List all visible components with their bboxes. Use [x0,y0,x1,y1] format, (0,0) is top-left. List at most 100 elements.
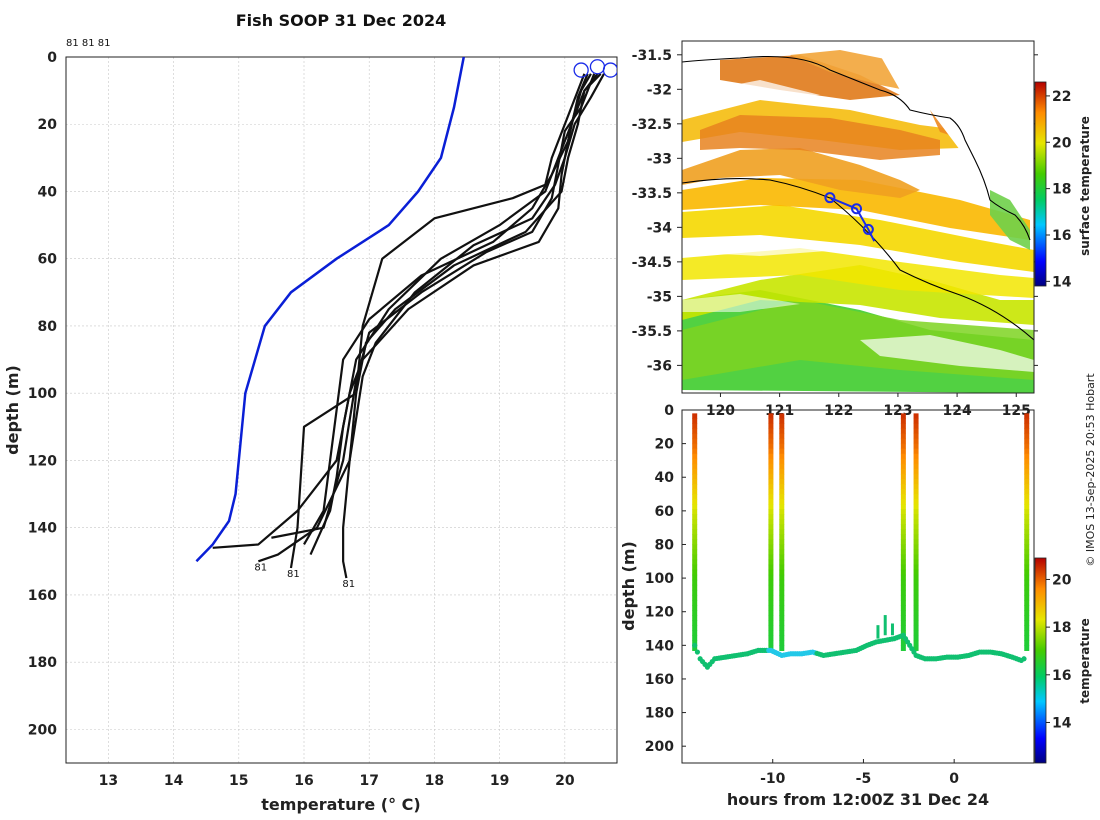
section-cast-segment [692,579,698,586]
section-cast-segment [900,428,906,435]
section-y-ticks: 0 20 40 60 80 100 120 140 160 180 200 [645,403,686,755]
section-y-tick-label: 140 [645,638,674,654]
section-cast-segment [913,539,919,546]
map-lat-tick-label: -31.5 [632,48,672,64]
section-cast-segment [900,499,906,505]
section-bottom-point [694,649,701,655]
section-cast-segment [1024,489,1030,495]
section-cast-segment [768,438,774,445]
profiles-y-tick-label: 80 [38,319,58,335]
section-cast-segment [1024,574,1030,581]
section-cast-segment [1024,625,1030,631]
section-cast-segment [692,584,698,591]
section-cast-segment [1024,544,1030,551]
section-cast-segment [900,549,906,556]
sst-field [682,45,1034,393]
profile-top-marker [589,59,606,75]
section-cast-segment [913,610,919,616]
section-cast-segment [779,519,785,525]
section-cast-segment [913,574,919,581]
section-cast-segment [913,453,919,460]
section-cast-segment [913,594,919,601]
profiles-y-tick-label: 100 [28,386,57,402]
section-cast-segment [913,418,919,425]
section-cast-segment [768,594,774,601]
section-casts [692,413,1030,651]
section-cast-segment [768,504,774,510]
map-lat-tick-label: -34 [647,220,673,236]
section-cast-segment [913,499,919,505]
section-cast-segment [1024,418,1030,425]
profiles-x-tick-label: 17 [359,773,378,789]
section-cast-segment [779,433,785,440]
section-cast-segment [768,458,774,465]
map-lon-ticks: 120 121 122 123 124 125 [706,393,1031,419]
section-cast-segment [768,519,774,525]
section-cast-segment [768,494,774,500]
section-cast-segment [768,569,774,576]
section-cast-segment [913,564,919,571]
section-cast-segment [900,604,906,611]
section-y-tick-label: 200 [645,739,674,755]
section-cast-segment [913,428,919,435]
section-cast-segment [900,544,906,551]
section-cast-segment [1024,569,1030,576]
map-colorbar-tick-label: 22 [1052,89,1071,105]
section-cast-segment [913,630,919,636]
section-colorbar-label: temperature [1078,618,1092,703]
ship-track [829,196,876,242]
section-cast-segment [692,529,698,535]
profiles-y-ticks: 0 20 40 60 80 100 120 140 160 180 200 [28,50,57,738]
ship-track-point [862,223,874,235]
section-cast-segment [913,615,919,621]
ship-track-point [851,203,863,215]
section-cast-segment [1024,610,1030,616]
section-bottom-point [692,642,698,648]
section-cast-segment [779,620,785,626]
section-cast-segment [1024,443,1030,450]
section-cast-segment [779,625,785,631]
section-cast-segment [692,544,698,551]
section-cast-segment [768,599,774,606]
section-cast-segment [692,413,698,420]
section-y-tick-label: 40 [655,470,675,486]
section-cast-segment [768,574,774,581]
section-cast-segment [913,468,919,475]
section-x-tick-label: -5 [856,771,872,787]
section-cast-segment [768,604,774,611]
section-cast-segment [768,418,774,425]
section-cast-segment [692,559,698,566]
section-cast-segment [692,594,698,601]
section-cast-segment [900,534,906,541]
section-cast-segment [913,423,919,430]
section-cast-segment [900,519,906,525]
section-cast-segment [1024,584,1030,591]
profiles-x-tick-label: 19 [490,773,509,789]
section-cast-segment [768,509,774,515]
section-cast-segment [768,443,774,450]
section-cast-segment [779,645,785,651]
section-cast-segment [900,584,906,591]
section-cast-segment [900,478,906,485]
section-cast-segment [900,610,906,616]
section-cast-segment [913,645,919,651]
profile-line [303,73,589,546]
section-cast-segment [768,468,774,475]
map-colorbar [1034,81,1047,287]
section-cast-segment [779,428,785,435]
section-cast-segment [913,559,919,566]
section-cast-segment [692,494,698,500]
section-cast-segment [1024,554,1030,561]
section-cast-segment [913,494,919,500]
section-cast-segment [692,463,698,470]
section-cast-segment [768,483,774,490]
section-cast-segment [768,589,774,596]
section-cast-segment [1024,640,1030,646]
section-cast-segment [913,463,919,470]
section-cast-segment [913,524,919,530]
section-cast-segment [779,559,785,566]
section-colorbar [1034,557,1047,764]
section-cast-segment [692,448,698,455]
section-cast-segment [900,574,906,581]
section-cast-segment [900,589,906,596]
